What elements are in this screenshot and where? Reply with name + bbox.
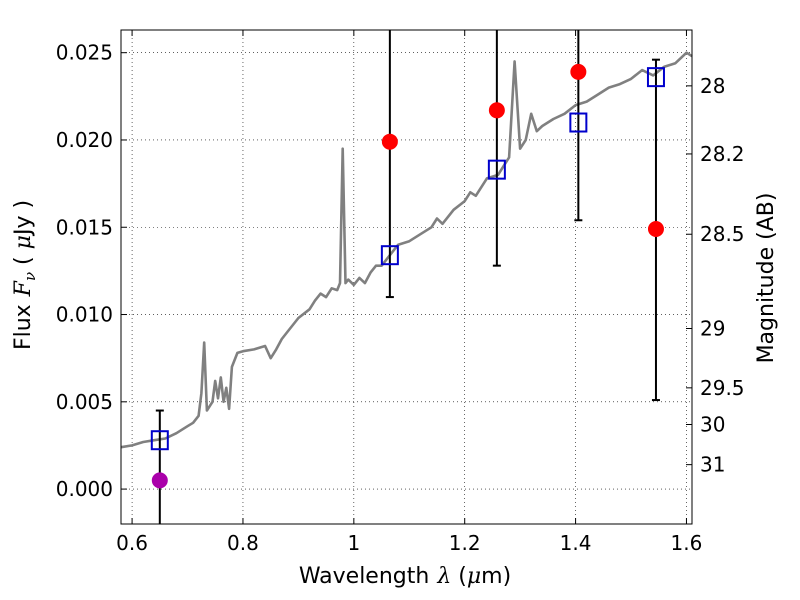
y-tick-label: 0.015 [56,215,113,239]
square-marker [646,67,665,88]
y2-tick-label: 29 [700,316,725,340]
y-tick-label: 0.025 [56,41,113,65]
x-tick-label: 0.8 [227,531,259,555]
x-tick-label: 1.6 [671,531,703,555]
square-marker [150,430,169,451]
grid-lines [121,30,692,524]
x-tick-label: 1.4 [560,531,592,555]
right-axis-label: Magnitude (AB) [754,193,779,364]
y-axis-label: FluxFν ( μJy ) [11,200,39,350]
y-tick-label: 0.000 [56,477,113,501]
y2-tick-label: 28 [700,74,725,98]
y2-tick-label: 31 [700,453,725,477]
x-tick-label: 0.6 [116,531,148,555]
spectrum-line [120,51,693,449]
y2-tick-label: 29.5 [700,376,745,400]
square-marker [487,159,506,180]
y2-tick-label: 28.5 [700,222,745,246]
square-marker [569,112,588,133]
y-tick-label: 0.005 [56,390,113,414]
x-tick-label: 1.2 [449,531,481,555]
circle-marker [151,472,168,489]
y2-tick-label: 28.2 [700,142,745,166]
circle-marker [647,220,664,237]
ticks-layer: 0.6 0.8 1 1.2 1.4 1.6 0.000 0.005 0.010 0.015 0.02… [56,30,745,555]
circle-marker [570,63,587,80]
markers-layer [150,63,665,489]
x-axis-label: Wavelength λ (μm) [299,564,511,589]
circle-marker [381,133,398,150]
y-tick-label: 0.010 [56,303,113,327]
circle-marker [488,102,505,119]
spectrum-layer [120,51,693,449]
plot-frame [120,29,693,525]
square-marker [380,245,399,266]
y2-tick-label: 30 [700,413,725,437]
y-tick-label: 0.020 [56,128,113,152]
error-bars [155,30,660,524]
x-tick-label: 1 [347,531,360,555]
